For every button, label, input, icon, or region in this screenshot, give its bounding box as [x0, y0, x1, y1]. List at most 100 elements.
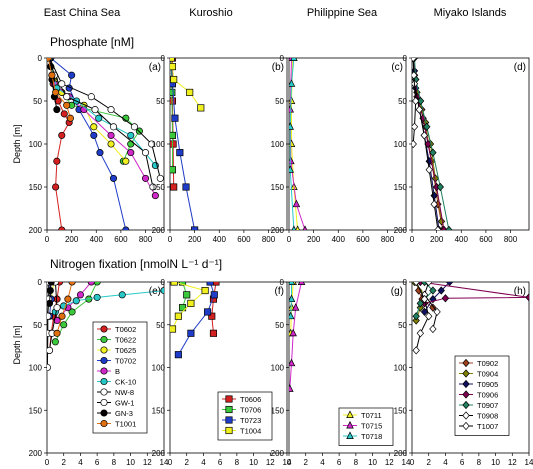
data-point	[95, 114, 103, 122]
x-tick-label: 400	[332, 235, 346, 244]
x-tick-label: 0	[45, 235, 50, 244]
data-point	[412, 58, 417, 63]
y-tick-label: 100	[29, 140, 43, 149]
data-point	[416, 96, 425, 106]
series-line	[420, 282, 529, 304]
data-point	[170, 131, 177, 139]
data-point	[58, 80, 66, 88]
y-tick-label: 200	[271, 449, 285, 458]
x-tick-label: 200	[430, 235, 444, 244]
data-point	[53, 106, 61, 114]
data-point	[292, 199, 301, 208]
legend-entry: T0622	[115, 336, 136, 345]
data-point	[204, 308, 212, 316]
y-tick-label: 0	[403, 278, 408, 287]
data-point	[186, 88, 194, 96]
x-tick-label: 0	[168, 235, 173, 244]
data-point	[107, 131, 115, 139]
data-point	[63, 101, 71, 109]
x-tick-label: 12	[385, 458, 394, 467]
data-point	[289, 165, 294, 173]
y-tick-label: 0	[161, 278, 166, 287]
data-point	[416, 303, 425, 312]
data-point	[48, 71, 56, 79]
legend-entry: T0904	[477, 370, 498, 379]
data-point	[416, 299, 425, 308]
data-point	[425, 312, 433, 321]
legend-entry: T1004	[240, 427, 261, 436]
y-tick-label: 200	[29, 226, 43, 235]
x-tick-label: 10	[368, 458, 377, 467]
panel-label: (h)	[514, 286, 526, 297]
x-tick-label: 4	[78, 458, 83, 467]
data-point	[176, 149, 184, 157]
data-point	[47, 58, 52, 62]
x-tick-label: 8	[354, 458, 359, 467]
x-tick-label: 2	[426, 458, 431, 467]
data-point	[64, 295, 72, 303]
data-point	[178, 304, 187, 312]
series-line	[56, 282, 73, 334]
data-point	[289, 79, 296, 87]
x-tick-label: 400	[90, 235, 104, 244]
y-tick-label: 100	[152, 364, 166, 373]
data-point	[90, 131, 98, 139]
data-point	[107, 140, 115, 148]
data-point	[425, 282, 433, 287]
legend-swatch-marker	[100, 388, 108, 396]
legend-swatch-marker	[346, 410, 354, 418]
y-tick-label: 150	[394, 406, 408, 415]
data-point	[197, 104, 205, 112]
data-point	[58, 131, 66, 139]
row1-ylabel: Depth [m]	[12, 325, 22, 364]
legend-entry: T0907	[477, 401, 498, 410]
y-tick-label: 0	[280, 278, 285, 287]
panel-label: (e)	[149, 286, 161, 297]
panel-e: 0 2 4 6 8 10 12 14 0 50 100 150 200 (e)	[29, 278, 169, 467]
series-line	[49, 282, 58, 351]
data-point	[122, 226, 130, 230]
y-tick-label: 0	[38, 54, 43, 63]
data-point	[412, 96, 420, 106]
x-tick-label: 200	[65, 235, 79, 244]
data-point	[60, 110, 68, 118]
data-point	[433, 307, 441, 317]
y-tick-label: 0	[161, 54, 166, 63]
y-tick-label: 100	[394, 364, 408, 373]
y-tick-label: 100	[271, 140, 285, 149]
legend-swatch-marker	[100, 409, 108, 417]
x-tick-label: 14	[283, 458, 292, 467]
data-point	[412, 312, 420, 321]
data-point	[47, 299, 54, 307]
data-point	[174, 312, 182, 320]
row-title-nitrogen-fixation: Nitrogen fixation [nmolN L⁻¹ d⁻¹]	[50, 257, 222, 271]
data-point	[91, 106, 99, 114]
legend-swatch-marker	[462, 369, 470, 378]
panel-frame	[169, 57, 288, 231]
data-point	[93, 293, 101, 301]
series-line	[49, 58, 156, 196]
panel-series-group	[412, 58, 453, 230]
x-tick-label: 12	[266, 458, 275, 467]
x-tick-label: 200	[307, 235, 321, 244]
panel-series-group	[289, 58, 308, 230]
x-tick-label: 14	[160, 458, 169, 467]
x-tick-label: 12	[508, 458, 517, 467]
y-tick-label: 150	[29, 183, 43, 192]
data-point	[412, 316, 420, 325]
x-tick-label: 200	[188, 235, 202, 244]
data-point	[53, 157, 61, 165]
data-point	[90, 123, 98, 131]
x-tick-label: 0	[287, 235, 292, 244]
data-point	[53, 329, 61, 337]
data-point	[429, 286, 437, 295]
y-tick-label: 150	[29, 406, 43, 415]
data-point	[191, 226, 199, 230]
